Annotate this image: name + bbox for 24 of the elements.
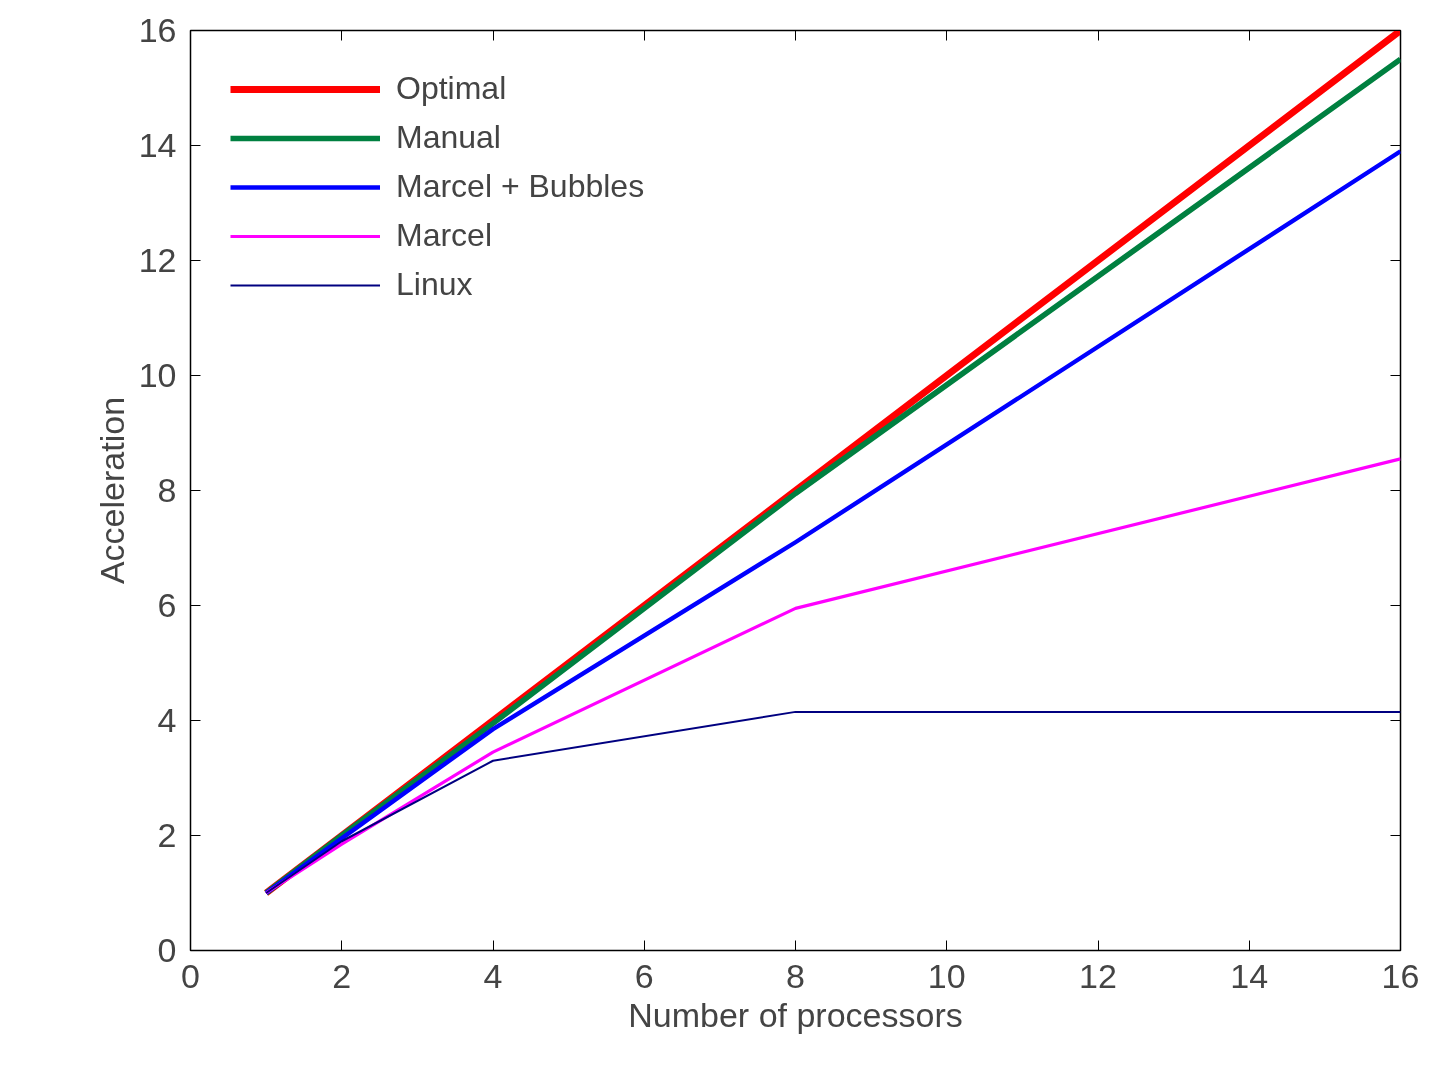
legend-label: Marcel — [396, 217, 493, 254]
y-tick-label: 0 — [157, 931, 177, 969]
legend-label: Linux — [396, 266, 473, 303]
x-tick-label: 8 — [786, 956, 805, 995]
y-tick-label: 6 — [157, 586, 177, 624]
y-tick-label: 4 — [157, 701, 177, 739]
x-tick-label: 10 — [927, 956, 966, 995]
x-tick-label: 4 — [483, 956, 503, 995]
x-tick-label: 6 — [634, 956, 654, 995]
x-tick-label: 2 — [332, 956, 352, 995]
y-tick-label: 12 — [138, 241, 177, 279]
x-axis-title: Number of processors — [628, 995, 963, 1034]
x-tick-label: 14 — [1230, 956, 1269, 995]
y-axis-title: Acceleration — [92, 396, 131, 585]
legend-label: Optimal — [396, 70, 507, 107]
y-tick-label: 10 — [138, 356, 177, 394]
y-tick-label: 8 — [157, 471, 177, 509]
x-tick-label: 12 — [1079, 956, 1117, 995]
y-tick-label: 14 — [138, 126, 177, 164]
x-tick-label: 16 — [1381, 956, 1420, 995]
y-tick-label: 16 — [138, 11, 177, 49]
legend-label: Manual — [396, 119, 501, 156]
legend-label: Marcel + Bubbles — [396, 168, 645, 205]
y-tick-label: 2 — [157, 816, 177, 854]
